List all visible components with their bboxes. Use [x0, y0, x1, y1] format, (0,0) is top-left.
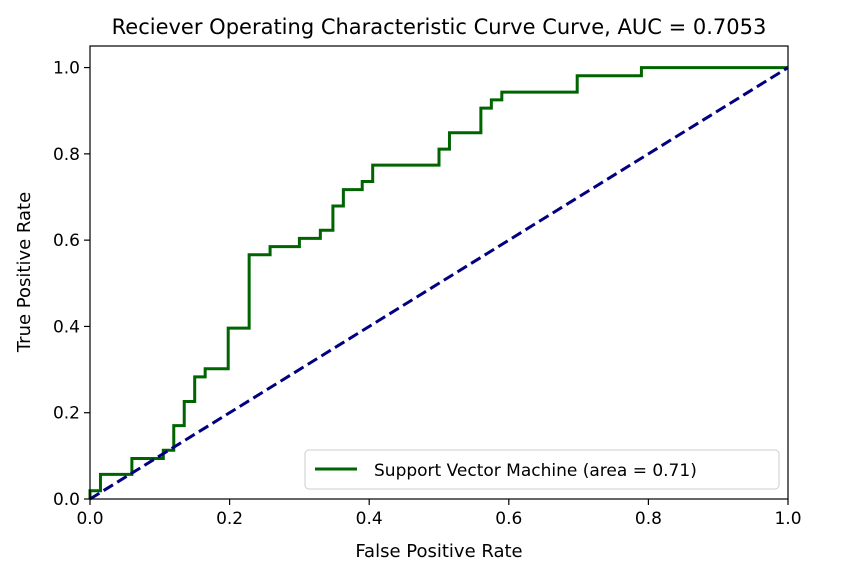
- y-tick-label: 0.0: [53, 490, 80, 510]
- chart-title: Reciever Operating Characteristic Curve …: [112, 15, 767, 39]
- y-axis-ticks: 0.0 0.2 0.4 0.6 0.8 1.0: [53, 59, 90, 510]
- series-line-svm: [88, 66, 788, 499]
- x-axis-label: False Positive Rate: [355, 541, 522, 562]
- y-tick-label: 0.6: [53, 231, 80, 251]
- x-tick-label: 0.0: [76, 509, 103, 529]
- y-tick-label: 0.4: [53, 317, 80, 337]
- plot-lines: [88, 66, 789, 501]
- legend: Support Vector Machine (area = 0.71): [304, 449, 780, 490]
- legend-label-svm: Support Vector Machine (area = 0.71): [374, 461, 697, 481]
- y-tick-label: 0.8: [53, 145, 80, 165]
- x-tick-label: 1.0: [774, 509, 801, 529]
- x-tick-label: 0.6: [495, 509, 522, 529]
- x-tick-label: 0.2: [216, 509, 243, 529]
- y-axis-label: True Positive Rate: [14, 192, 35, 353]
- x-tick-label: 0.8: [635, 509, 662, 529]
- x-tick-label: 0.4: [356, 509, 383, 529]
- x-axis-ticks: 0.0 0.2 0.4 0.6 0.8 1.0: [76, 499, 802, 529]
- legend-box: [304, 449, 780, 490]
- series-line-diagonal: [89, 66, 789, 501]
- y-tick-label: 0.2: [53, 404, 80, 424]
- y-tick-label: 1.0: [53, 59, 80, 79]
- plot-frame: [89, 45, 789, 500]
